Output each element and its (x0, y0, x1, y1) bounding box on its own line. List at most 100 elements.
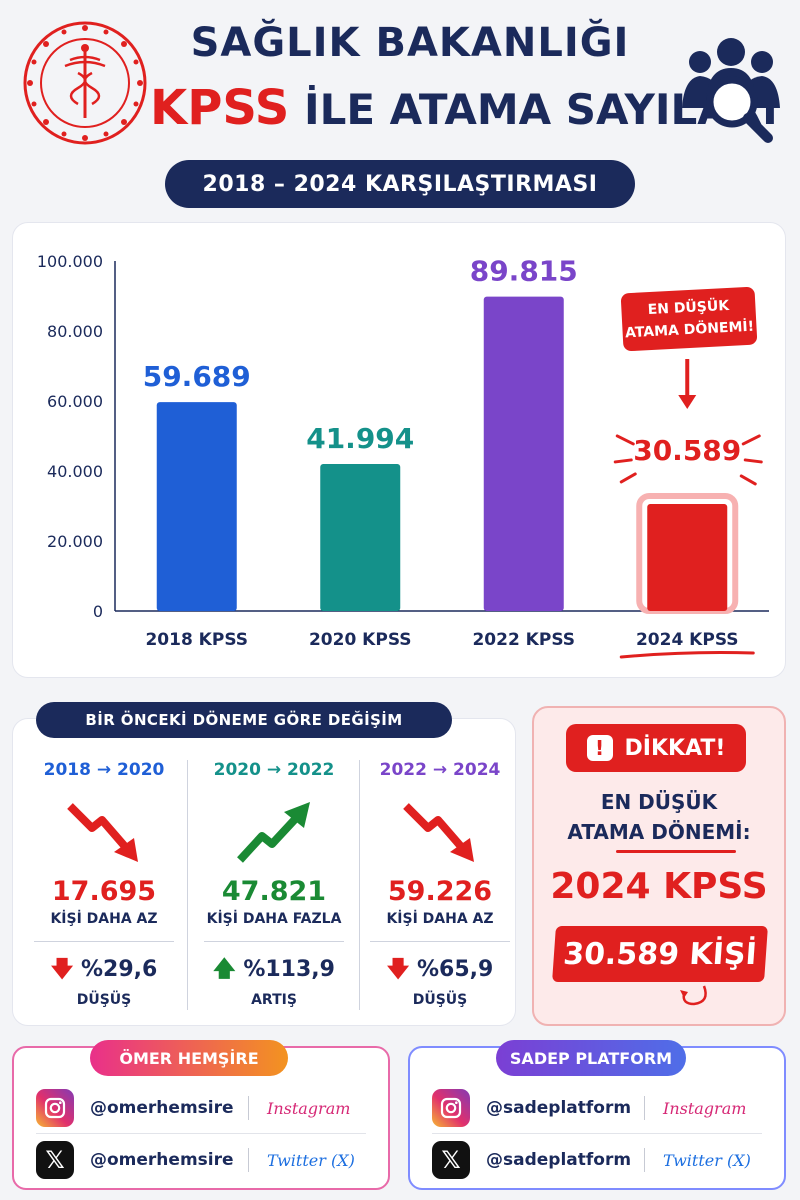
warning-badge: ! DİKKAT! (566, 724, 746, 772)
platform-name: Twitter (X) (267, 1150, 355, 1170)
change-column-3: 2022 → 2024 59.226 KİŞİ DAHA AZ 🡇 %65,9 … (356, 748, 524, 1018)
percent-value: %65,9 (416, 957, 494, 982)
exclamation-icon: ! (586, 735, 613, 761)
social-handle: @sadeplatform (486, 1150, 632, 1170)
title-kpss: KPSS (150, 80, 290, 136)
warning-count: 30.589 KİŞİ (552, 926, 768, 982)
bar-chart: 0 20.000 40.000 60.000 80.000 100.000 59.689 20… (37, 252, 769, 659)
change-number: 47.821 (221, 876, 327, 907)
change-panel (12, 718, 516, 1026)
change-direction: DÜŞÜŞ (412, 992, 468, 1008)
change-number: 59.226 (387, 876, 493, 907)
x-twitter-icon: 𝕏 (432, 1141, 470, 1179)
y-tick-label: 40.000 (47, 462, 103, 481)
highlight-underline (619, 651, 755, 659)
social-title-sadep: SADEP PLATFORM (496, 1040, 686, 1076)
bar (156, 402, 237, 611)
category-label: 2022 KPSS (472, 630, 575, 650)
platform-name: Instagram (663, 1098, 747, 1118)
curl-arrow-icon (680, 985, 707, 1006)
separator (248, 1096, 249, 1120)
x-twitter-icon: 𝕏 (36, 1141, 74, 1179)
period-label: 2020 → 2022 (213, 760, 335, 780)
period-label: 2018 → 2020 (43, 760, 165, 780)
emphasis-stroke (615, 434, 635, 446)
subtitle-pill: 2018 – 2024 KARŞILAŞTIRMASI (165, 160, 635, 208)
down-arrow-icon: 🡇 (50, 957, 74, 982)
change-title: BİR ÖNCEKİ DÖNEME GÖRE DEĞİŞİM (36, 702, 452, 738)
y-tick-label: 20.000 (47, 532, 103, 551)
y-tick-label: 60.000 (47, 392, 103, 411)
bar (320, 464, 401, 611)
emphasis-stroke (741, 434, 761, 446)
instagram-icon (432, 1089, 470, 1127)
change-percent: 🡅 %113,9 (190, 952, 358, 990)
title-line-2: KPSS İLE ATAMA SAYILARI (150, 80, 778, 136)
bar (647, 503, 728, 611)
social-title-omer: ÖMER HEMŞİRE (90, 1040, 288, 1076)
percent-value: %29,6 (80, 957, 158, 982)
period-label: 2022 → 2024 (379, 760, 501, 780)
divider (370, 941, 510, 942)
warning-line-2: ATAMA DÖNEMİ: (567, 820, 751, 844)
emphasis-stroke (743, 458, 763, 464)
emphasis-stroke (739, 474, 757, 486)
y-tick-label: 100.000 (37, 252, 103, 271)
change-direction: ARTIŞ (251, 992, 297, 1008)
separator (644, 1096, 645, 1120)
category-label: 2018 KPSS (145, 630, 248, 650)
change-column-2: 2020 → 2022 47.821 KİŞİ DAHA FAZLA 🡅 %11… (190, 748, 358, 1018)
row-divider (36, 1133, 366, 1134)
trend-down-icon (403, 803, 474, 862)
change-desc: KİŞİ DAHA AZ (50, 911, 158, 927)
separator (644, 1148, 645, 1172)
lowest-callout: EN DÜŞÜK ATAMA DÖNEMİ! (620, 286, 758, 352)
y-tick-label: 80.000 (47, 322, 103, 341)
separator (248, 1148, 249, 1172)
callout-arrow-head (678, 395, 697, 409)
social-handle: @omerhemsire (90, 1098, 234, 1118)
category-label: 2024 KPSS (636, 630, 739, 650)
y-tick-label: 0 (93, 602, 103, 621)
down-arrow-icon: 🡇 (386, 957, 410, 982)
change-direction: DÜŞÜŞ (76, 992, 132, 1008)
bar-value-label: 41.994 (306, 422, 414, 455)
people-search-icon (682, 38, 780, 143)
change-percent: 🡇 %29,6 (20, 952, 188, 990)
bar-value-label: 89.815 (470, 255, 578, 288)
title-line-1: SAĞLIK BAKANLIĞI (190, 20, 630, 66)
social-row-twitter[interactable]: 𝕏 @sadeplatform Twitter (X) (432, 1140, 751, 1180)
social-row-instagram[interactable]: @sadeplatform Instagram (432, 1088, 746, 1128)
social-row-twitter[interactable]: 𝕏 @omerhemsire Twitter (X) (36, 1140, 355, 1180)
emphasis-stroke (613, 458, 633, 464)
divider (34, 941, 174, 942)
warning-badge-label: DİKKAT! (624, 735, 726, 761)
percent-value: %113,9 (243, 957, 335, 982)
ministry-seal-logo (23, 21, 147, 145)
warning-period: 2024 KPSS (550, 866, 768, 907)
row-divider (432, 1133, 762, 1134)
social-handle: @omerhemsire (90, 1150, 234, 1170)
bar (483, 296, 564, 611)
column-divider (359, 760, 360, 1010)
change-number: 17.695 (51, 876, 157, 907)
up-arrow-icon: 🡅 (213, 957, 236, 982)
social-handle: @sadeplatform (486, 1098, 632, 1118)
column-divider (187, 760, 188, 1010)
change-percent: 🡇 %65,9 (356, 952, 524, 990)
change-column-1: 2018 → 2020 17.695 KİŞİ DAHA AZ 🡇 %29,6 … (20, 748, 188, 1018)
bar-value-label: 59.689 (143, 360, 251, 393)
instagram-icon (36, 1089, 74, 1127)
emphasis-stroke (619, 472, 637, 484)
trend-down-icon (67, 803, 138, 862)
warning-line-1: EN DÜŞÜK (600, 790, 718, 814)
social-row-instagram[interactable]: @omerhemsire Instagram (36, 1088, 350, 1128)
platform-name: Instagram (267, 1098, 351, 1118)
bar-value-label: 30.589 (633, 434, 741, 467)
divider (204, 941, 344, 942)
category-label: 2020 KPSS (309, 630, 412, 650)
change-desc: KİŞİ DAHA AZ (386, 911, 494, 927)
change-desc: KİŞİ DAHA FAZLA (206, 911, 342, 927)
trend-up-icon (237, 802, 310, 863)
platform-name: Twitter (X) (663, 1150, 751, 1170)
